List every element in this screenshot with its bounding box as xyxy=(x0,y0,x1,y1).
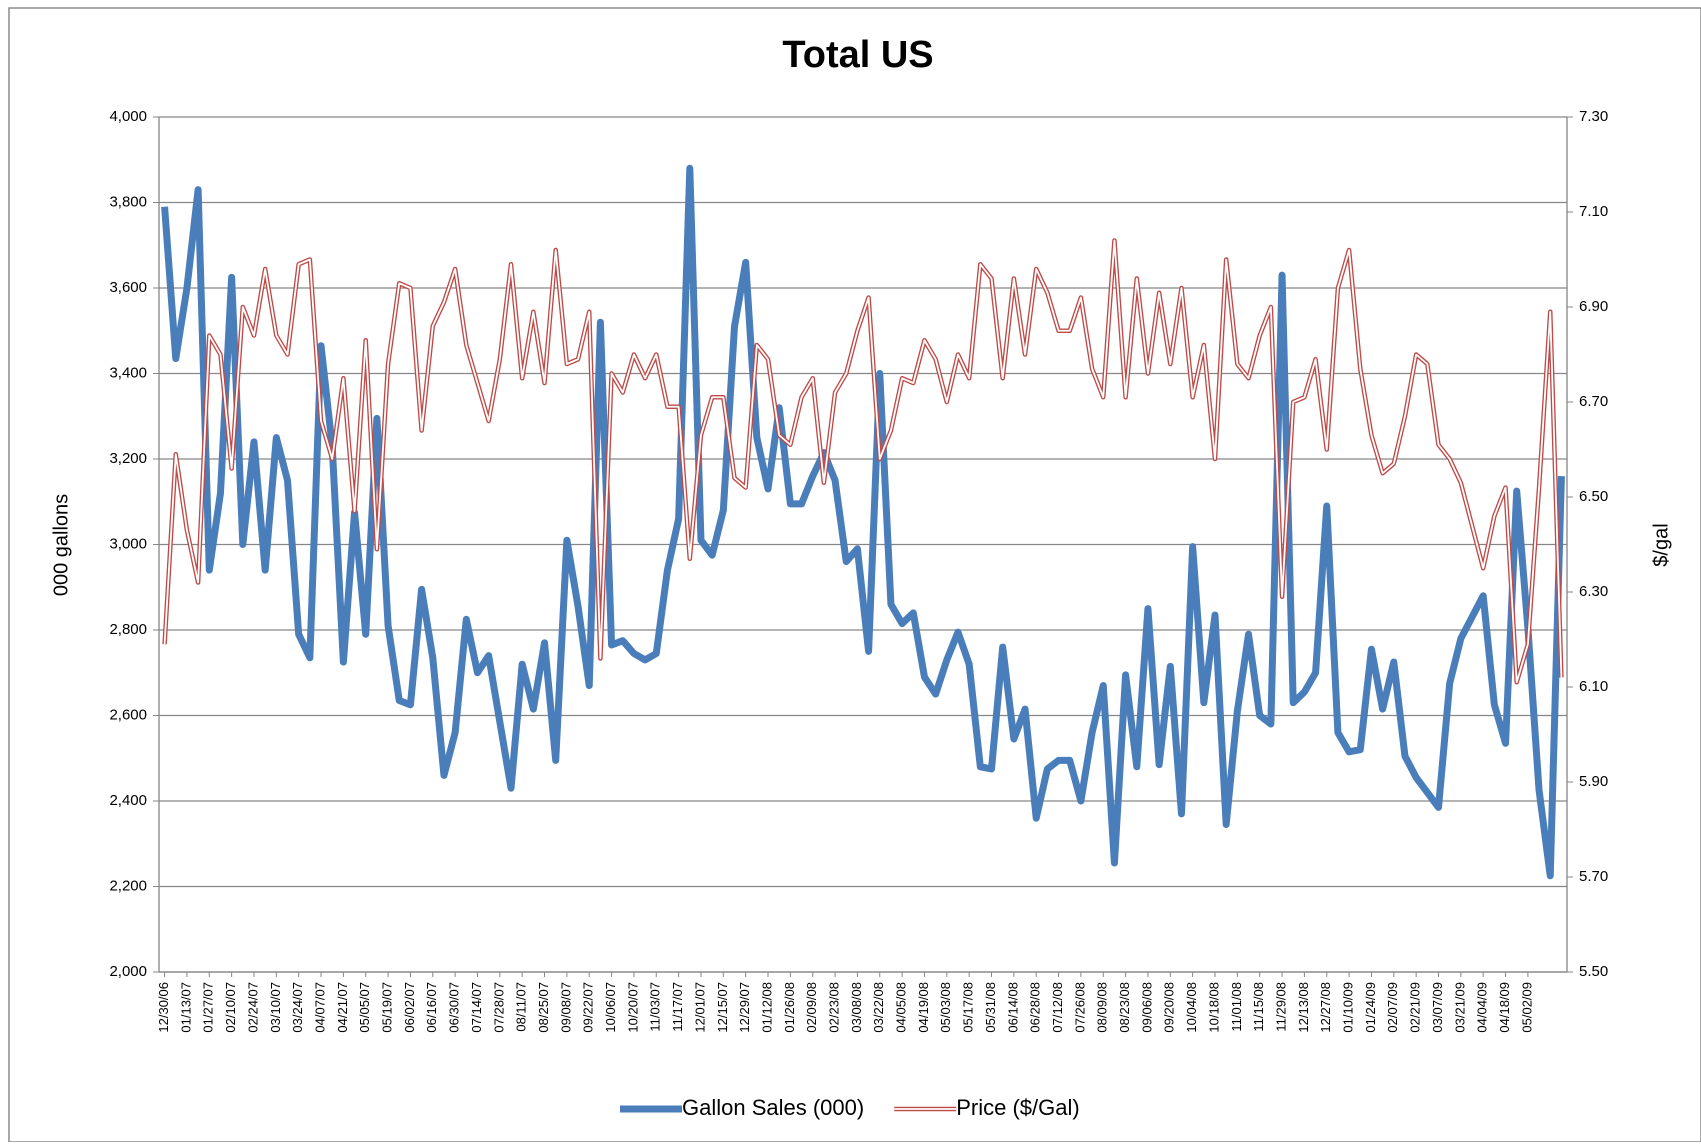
y-tick-label: 2,600 xyxy=(109,706,147,723)
y-tick-label: 4,000 xyxy=(109,108,147,125)
x-tick-label: 12/27/08 xyxy=(1318,982,1333,1033)
x-tick-label: 01/26/08 xyxy=(782,982,797,1033)
y2-tick-label: 5.70 xyxy=(1579,868,1608,885)
x-tick-label: 07/26/08 xyxy=(1072,982,1087,1033)
x-tick-label: 04/19/08 xyxy=(916,982,931,1033)
x-tick-label: 10/20/07 xyxy=(625,982,640,1033)
y-tick-label: 3,000 xyxy=(109,535,147,552)
y2-tick-label: 6.90 xyxy=(1579,298,1608,315)
y2-tick-label: 6.10 xyxy=(1579,678,1608,695)
y-tick-label: 2,200 xyxy=(109,877,147,894)
x-tick-label: 10/18/08 xyxy=(1206,982,1221,1033)
x-tick-label: 05/31/08 xyxy=(983,982,998,1033)
x-tick-label: 06/14/08 xyxy=(1005,982,1020,1033)
x-tick-label: 01/12/08 xyxy=(759,982,774,1033)
x-tick-label: 04/05/08 xyxy=(894,982,909,1033)
x-tick-label: 01/27/07 xyxy=(201,982,216,1033)
x-tick-label: 11/03/07 xyxy=(648,982,663,1032)
x-tick-label: 07/14/07 xyxy=(469,982,484,1033)
y2-tick-label: 5.50 xyxy=(1579,963,1608,980)
y2-axis-title: $/gal xyxy=(1650,523,1672,566)
x-tick-label: 03/07/09 xyxy=(1430,982,1445,1033)
x-tick-label: 11/17/07 xyxy=(670,982,685,1032)
y-tick-label: 2,400 xyxy=(109,792,147,809)
y-axis-title: 000 gallons xyxy=(50,494,72,596)
x-tick-label: 09/06/08 xyxy=(1139,982,1154,1033)
x-tick-label: 12/15/07 xyxy=(715,982,730,1033)
x-tick-label: 03/10/07 xyxy=(268,982,283,1033)
x-tick-label: 04/07/07 xyxy=(312,982,327,1033)
y-tick-label: 3,400 xyxy=(109,364,147,381)
x-tick-label: 06/28/08 xyxy=(1028,982,1043,1033)
x-tick-label: 11/01/08 xyxy=(1229,982,1244,1032)
x-tick-label: 07/12/08 xyxy=(1050,982,1065,1033)
y2-tick-label: 6.30 xyxy=(1579,583,1608,600)
x-tick-label: 02/23/08 xyxy=(827,982,842,1033)
x-tick-label: 08/23/08 xyxy=(1117,982,1132,1033)
chart-title: Total US xyxy=(782,34,933,76)
x-tick-label: 03/22/08 xyxy=(871,982,886,1033)
legend-label: Price ($/Gal) xyxy=(956,1095,1079,1120)
x-tick-label: 06/30/07 xyxy=(447,982,462,1033)
x-tick-label: 03/08/08 xyxy=(849,982,864,1033)
x-tick-label: 03/21/09 xyxy=(1452,982,1467,1033)
x-tick-label: 05/17/08 xyxy=(961,982,976,1033)
x-tick-label: 04/04/09 xyxy=(1475,982,1490,1033)
x-tick-label: 12/13/08 xyxy=(1296,982,1311,1033)
x-tick-label: 05/05/07 xyxy=(357,982,372,1033)
x-tick-label: 08/25/07 xyxy=(536,982,551,1033)
x-tick-label: 10/04/08 xyxy=(1184,982,1199,1033)
x-tick-label: 06/02/07 xyxy=(402,982,417,1033)
x-tick-label: 05/19/07 xyxy=(380,982,395,1033)
x-tick-label: 01/13/07 xyxy=(178,982,193,1033)
x-tick-label: 09/22/07 xyxy=(581,982,596,1033)
y2-tick-label: 6.50 xyxy=(1579,488,1608,505)
legend-label: Gallon Sales (000) xyxy=(682,1095,864,1120)
x-tick-label: 02/21/09 xyxy=(1408,982,1423,1033)
x-tick-label: 11/29/08 xyxy=(1273,982,1288,1032)
sales-line xyxy=(161,164,1565,880)
price-line-inner xyxy=(163,239,1563,684)
y2-tick-label: 5.90 xyxy=(1579,773,1608,790)
x-tick-label: 01/10/09 xyxy=(1341,982,1356,1033)
x-tick-label: 04/21/07 xyxy=(335,982,350,1033)
x-tick-label: 03/24/07 xyxy=(290,982,305,1033)
x-tick-label: 12/30/06 xyxy=(156,982,171,1033)
x-tick-label: 05/03/08 xyxy=(938,982,953,1033)
x-tick-label: 05/02/09 xyxy=(1519,982,1534,1033)
x-tick-label: 12/29/07 xyxy=(737,982,752,1033)
y-tick-label: 2,800 xyxy=(109,621,147,638)
x-tick-label: 01/24/09 xyxy=(1363,982,1378,1033)
x-tick-label: 12/01/07 xyxy=(692,982,707,1033)
x-tick-label: 10/06/07 xyxy=(603,982,618,1033)
y2-tick-label: 7.10 xyxy=(1579,203,1608,220)
x-tick-label: 08/09/08 xyxy=(1095,982,1110,1033)
x-tick-label: 07/28/07 xyxy=(491,982,506,1033)
y-tick-label: 3,200 xyxy=(109,450,147,467)
x-tick-label: 02/07/09 xyxy=(1385,982,1400,1033)
x-tick-label: 04/18/09 xyxy=(1497,982,1512,1033)
x-tick-label: 09/20/08 xyxy=(1162,982,1177,1033)
y-tick-label: 3,800 xyxy=(109,193,147,210)
y2-tick-label: 7.30 xyxy=(1579,108,1608,125)
x-tick-label: 02/10/07 xyxy=(223,982,238,1033)
y-tick-label: 3,600 xyxy=(109,279,147,296)
x-tick-label: 09/08/07 xyxy=(558,982,573,1033)
x-tick-label: 11/15/08 xyxy=(1251,982,1266,1032)
y2-tick-label: 6.70 xyxy=(1579,393,1608,410)
x-tick-label: 06/16/07 xyxy=(424,982,439,1033)
y-tick-label: 2,000 xyxy=(109,963,147,980)
x-tick-label: 02/09/08 xyxy=(804,982,819,1033)
x-tick-label: 08/11/07 xyxy=(514,982,529,1032)
x-tick-label: 02/24/07 xyxy=(245,982,260,1033)
